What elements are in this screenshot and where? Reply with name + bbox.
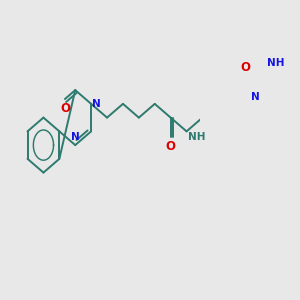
- Text: N: N: [71, 132, 80, 142]
- Text: N: N: [251, 92, 260, 102]
- Text: O: O: [166, 140, 176, 153]
- Text: O: O: [241, 61, 250, 74]
- Text: N: N: [92, 99, 101, 109]
- Text: NH: NH: [267, 58, 285, 68]
- Text: O: O: [60, 102, 70, 115]
- Text: NH: NH: [188, 132, 206, 142]
